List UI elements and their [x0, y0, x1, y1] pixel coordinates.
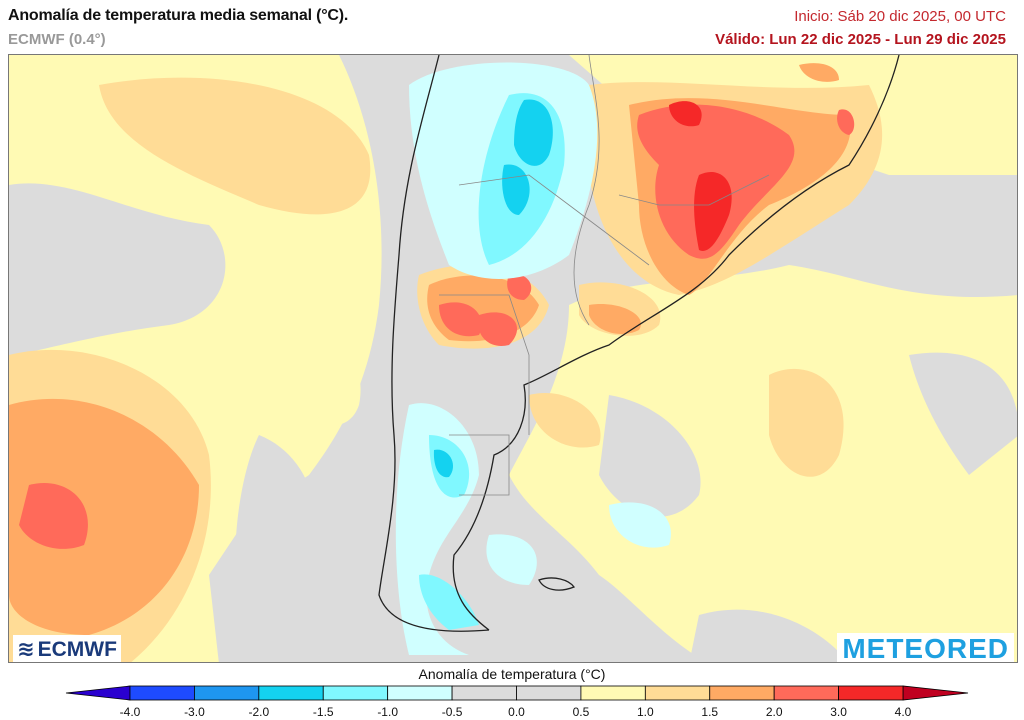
colorbar-tick-label: -3.0: [184, 705, 205, 719]
colorbar-tick-label: 1.0: [636, 705, 654, 719]
colorbar-bin: [451, 685, 517, 701]
colorbar-bin: [644, 685, 711, 701]
colorbar-tick-label: 0.5: [572, 705, 590, 719]
colorbar-tick-label: 3.0: [830, 705, 847, 719]
colorbar-tick-label: -1.0: [377, 705, 398, 719]
init-time: Inicio: Sáb 20 dic 2025, 00 UTC: [794, 8, 1006, 25]
colorbar-bin: [258, 685, 324, 701]
colorbar-tick-label: 0.0: [508, 705, 525, 719]
colorbar-over-arrow: [902, 685, 969, 701]
colorbar-bin: [709, 685, 775, 701]
colorbar-bin: [580, 685, 646, 701]
colorbar-tick-label: 4.0: [894, 705, 912, 719]
ecmwf-waves-icon: ≋: [17, 638, 35, 661]
colorbar-tick-label: 2.0: [765, 705, 783, 719]
ecmwf-logo: ≋ ECMWF: [13, 635, 121, 662]
anomaly-field: [9, 55, 1017, 662]
meteored-logo: METEORED: [837, 633, 1014, 662]
colorbar-tick-label: -2.0: [248, 705, 270, 719]
valid-period: Válido: Lun 22 dic 2025 - Lun 29 dic 202…: [715, 31, 1006, 48]
colorbar-tick-label: -4.0: [119, 705, 141, 719]
colorbar-bin: [773, 685, 839, 701]
colorbar-tick-label: 1.5: [701, 705, 719, 719]
colorbar-under-arrow: [65, 685, 131, 701]
map-title: Anomalía de temperatura media semanal (°…: [8, 7, 349, 24]
colorbar-tick-label: -0.5: [441, 705, 463, 719]
colorbar-bin: [838, 685, 904, 701]
colorbar: [65, 685, 969, 701]
colorbar-tick-label: -1.5: [312, 705, 334, 719]
colorbar-bin: [129, 685, 195, 701]
colorbar-bin: [194, 685, 260, 701]
model-label: ECMWF (0.4°): [8, 31, 106, 48]
colorbar-bin: [322, 685, 389, 701]
colorbar-bin: [387, 685, 453, 701]
colorbar-title: Anomalía de temperatura (°C): [418, 666, 606, 682]
colorbar-bin: [516, 685, 582, 701]
anomaly-map[interactable]: ≋ ECMWF METEORED: [8, 54, 1018, 663]
